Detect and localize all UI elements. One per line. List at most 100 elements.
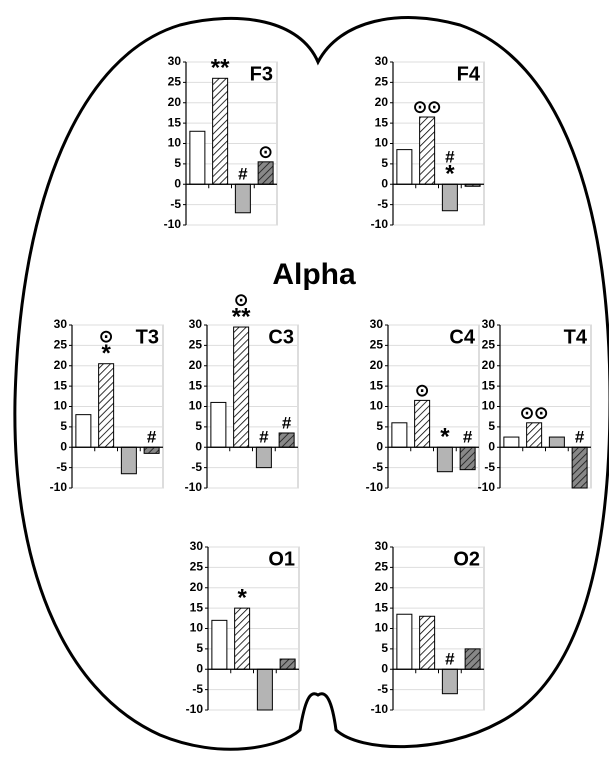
bar-annotation: # bbox=[147, 428, 157, 447]
y-tick-label: 20 bbox=[190, 580, 204, 594]
y-tick-label: 30 bbox=[168, 54, 182, 68]
y-tick-label: -5 bbox=[56, 460, 67, 474]
bar-annotation: ⊙⊙ bbox=[413, 97, 442, 116]
y-tick-label: 30 bbox=[190, 539, 204, 553]
y-tick-label: 25 bbox=[168, 75, 182, 89]
bar bbox=[190, 131, 205, 184]
y-tick-label: 15 bbox=[168, 115, 182, 129]
bar-annotation: ⊙ bbox=[259, 142, 273, 161]
y-tick-label: 5 bbox=[195, 419, 202, 433]
bar-annotation: * bbox=[445, 161, 455, 188]
y-tick-label: 5 bbox=[60, 419, 67, 433]
bar bbox=[415, 400, 430, 447]
bar bbox=[504, 437, 519, 447]
bar bbox=[256, 447, 271, 467]
chart: -10-5051015202530C3⊙**## bbox=[185, 291, 298, 495]
figure: Alpha -10-5051015202530F3**#⊙-10-5051015… bbox=[0, 0, 609, 758]
chart-title: F4 bbox=[457, 63, 481, 85]
chart-title: O1 bbox=[268, 548, 295, 570]
y-tick-label: 5 bbox=[174, 156, 181, 170]
y-tick-label: 25 bbox=[54, 338, 68, 352]
y-tick-label: 20 bbox=[189, 358, 203, 372]
y-tick-label: 0 bbox=[60, 439, 67, 453]
bar-annotation: ⊙⊙ bbox=[520, 403, 549, 422]
y-tick-label: -5 bbox=[377, 197, 388, 211]
bar bbox=[280, 659, 295, 669]
y-tick-label: 10 bbox=[482, 399, 496, 413]
y-tick-label: -10 bbox=[478, 480, 496, 494]
bar-annotation: ⊙ bbox=[415, 381, 429, 400]
bar bbox=[442, 184, 457, 210]
bar bbox=[420, 117, 435, 184]
y-tick-label: -5 bbox=[377, 682, 388, 696]
bar bbox=[549, 437, 564, 447]
bar bbox=[144, 447, 159, 453]
y-tick-label: -10 bbox=[371, 217, 389, 231]
y-tick-label: 5 bbox=[381, 641, 388, 655]
y-tick-label: 0 bbox=[174, 176, 181, 190]
y-tick-label: -5 bbox=[484, 460, 495, 474]
y-tick-label: 20 bbox=[168, 95, 182, 109]
y-tick-label: 5 bbox=[196, 641, 203, 655]
y-tick-label: 30 bbox=[375, 539, 389, 553]
bar-annotation: # bbox=[238, 165, 248, 184]
chart: -10-5051015202530F3**#⊙ bbox=[164, 54, 277, 231]
y-tick-label: 10 bbox=[54, 399, 68, 413]
y-tick-label: 25 bbox=[375, 75, 389, 89]
bar bbox=[99, 364, 114, 448]
chart: -10-5051015202530O2# bbox=[371, 539, 484, 716]
bar bbox=[279, 433, 294, 447]
chart-title: T4 bbox=[564, 326, 588, 348]
y-tick-label: 10 bbox=[375, 136, 389, 150]
y-tick-label: -5 bbox=[372, 460, 383, 474]
y-tick-label: 10 bbox=[375, 621, 389, 635]
bar bbox=[572, 447, 587, 488]
y-tick-label: -10 bbox=[50, 480, 68, 494]
y-tick-label: -10 bbox=[371, 702, 389, 716]
bar-annotation: # bbox=[445, 650, 455, 669]
y-tick-label: -10 bbox=[366, 480, 384, 494]
y-tick-label: 15 bbox=[482, 378, 496, 392]
bar bbox=[76, 415, 91, 448]
bar bbox=[234, 327, 249, 447]
bar bbox=[212, 620, 227, 669]
chart-title: O2 bbox=[453, 548, 480, 570]
y-tick-label: 5 bbox=[376, 419, 383, 433]
bar bbox=[397, 614, 412, 669]
y-tick-label: 15 bbox=[370, 378, 384, 392]
y-tick-label: 0 bbox=[381, 661, 388, 675]
bar bbox=[121, 447, 136, 473]
y-tick-label: 15 bbox=[375, 115, 389, 129]
bar bbox=[460, 447, 475, 469]
bar-annotation: * bbox=[237, 584, 247, 611]
bar bbox=[397, 150, 412, 185]
y-tick-label: -5 bbox=[191, 460, 202, 474]
y-tick-label: 5 bbox=[381, 156, 388, 170]
y-tick-label: 20 bbox=[54, 358, 68, 372]
bar bbox=[420, 616, 435, 669]
y-tick-label: 15 bbox=[190, 600, 204, 614]
y-tick-label: 30 bbox=[482, 317, 496, 331]
bar bbox=[465, 649, 480, 669]
chart: -10-5051015202530T4⊙⊙# bbox=[478, 317, 591, 494]
y-tick-label: 20 bbox=[482, 358, 496, 372]
bar bbox=[392, 423, 407, 447]
chart-title: C3 bbox=[268, 326, 294, 348]
y-tick-label: 0 bbox=[381, 176, 388, 190]
y-tick-label: 30 bbox=[370, 317, 384, 331]
bar-annotation: ** bbox=[211, 55, 230, 82]
bar bbox=[213, 78, 228, 184]
bar bbox=[211, 402, 226, 447]
chart-title: F3 bbox=[250, 63, 273, 85]
y-tick-label: 10 bbox=[370, 399, 384, 413]
y-tick-label: -10 bbox=[185, 480, 203, 494]
bar bbox=[235, 608, 250, 669]
y-tick-label: 25 bbox=[482, 338, 496, 352]
y-tick-label: 15 bbox=[375, 600, 389, 614]
y-tick-label: -5 bbox=[170, 197, 181, 211]
bar bbox=[235, 184, 250, 213]
y-tick-label: 20 bbox=[370, 358, 384, 372]
